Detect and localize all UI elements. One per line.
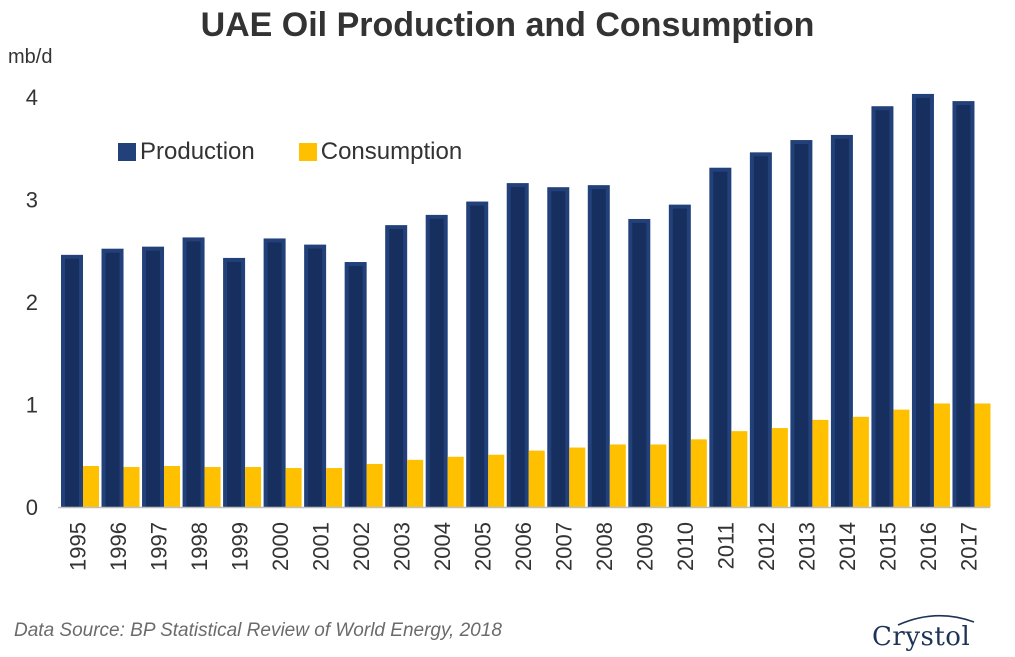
x-tick-label: 2001 xyxy=(308,522,333,571)
consumption-bar xyxy=(528,450,545,507)
x-tick-label: 2005 xyxy=(470,522,495,571)
legend-label-production: Production xyxy=(140,138,255,165)
consumption-bar xyxy=(690,439,707,507)
consumption-bar xyxy=(609,444,626,507)
y-tick-label: 3 xyxy=(26,188,38,213)
production-bar-shade xyxy=(875,110,890,507)
production-bar-shade xyxy=(267,242,282,507)
consumption-bar xyxy=(407,459,424,507)
x-tick-label: 2010 xyxy=(673,522,698,571)
consumption-bar xyxy=(569,447,586,507)
x-tick-label: 2003 xyxy=(389,522,414,571)
production-bar-shade xyxy=(470,205,485,508)
legend-item-consumption: Consumption xyxy=(298,138,463,166)
y-tick-label: 0 xyxy=(26,495,38,520)
x-tick-label: 2009 xyxy=(633,522,658,571)
legend-label-consumption: Consumption xyxy=(320,138,463,165)
x-tick-label: 1995 xyxy=(65,522,90,571)
y-tick-label: 4 xyxy=(26,85,38,110)
x-tick-label: 2004 xyxy=(430,522,455,571)
x-tick-label: 2008 xyxy=(592,522,617,571)
consumption-bar xyxy=(893,409,910,507)
legend-swatch-production xyxy=(118,143,136,161)
y-tick-label: 1 xyxy=(26,393,38,418)
production-bar-shade xyxy=(429,218,444,507)
x-tick-label: 2007 xyxy=(552,522,577,571)
production-bar-shade xyxy=(956,105,971,507)
production-bar-shade xyxy=(146,250,161,507)
x-tick-label: 2006 xyxy=(511,522,536,571)
production-bar-shade xyxy=(105,252,120,507)
x-tick-label: 2014 xyxy=(835,522,860,571)
consumption-bar xyxy=(488,454,505,507)
production-bar-shade xyxy=(753,156,768,507)
production-bar-shade xyxy=(389,229,404,507)
consumption-bar xyxy=(366,463,383,507)
consumption-bar xyxy=(245,467,262,507)
x-tick-label: 2013 xyxy=(795,522,820,571)
chart-title: UAE Oil Production and Consumption xyxy=(200,6,815,44)
production-bar-shade xyxy=(348,266,363,507)
x-tick-label: 2016 xyxy=(916,522,941,571)
consumption-bar xyxy=(285,468,302,507)
consumption-bar xyxy=(123,467,140,507)
consumption-bar xyxy=(812,419,829,507)
x-tick-label: 2017 xyxy=(957,522,982,571)
production-bar-shade xyxy=(632,222,647,507)
production-bar-shade xyxy=(308,248,323,507)
data-source-note: Data Source: BP Statistical Review of Wo… xyxy=(14,620,502,641)
consumption-bar xyxy=(933,403,950,507)
production-bar-shade xyxy=(672,208,687,507)
production-bar-shade xyxy=(713,171,728,507)
logo-text: Crystol xyxy=(872,622,971,652)
production-bar-shade xyxy=(591,189,606,507)
consumption-bar xyxy=(204,467,221,507)
x-tick-label: 2000 xyxy=(268,522,293,571)
consumption-bar xyxy=(852,416,869,507)
consumption-bar xyxy=(771,428,788,507)
x-tick-label: 1996 xyxy=(106,522,131,571)
production-bar-shade xyxy=(227,261,242,507)
x-tick-label: 1998 xyxy=(187,522,212,571)
production-bar-shade xyxy=(510,187,525,507)
production-bar-shade xyxy=(834,138,849,508)
consumption-bar xyxy=(326,468,343,507)
x-tick-label: 1997 xyxy=(146,522,171,571)
x-tick-label: 1999 xyxy=(227,522,252,571)
consumption-bar xyxy=(164,466,181,507)
consumption-bar xyxy=(83,466,99,507)
y-tick-label: 2 xyxy=(26,290,38,315)
legend: Production Consumption xyxy=(118,138,506,166)
consumption-bar xyxy=(731,431,748,507)
x-tick-label: 2015 xyxy=(876,522,901,571)
x-tick-label: 2011 xyxy=(714,522,739,569)
production-bar-shade xyxy=(551,191,566,507)
crystol-logo: Crystol xyxy=(872,612,1002,656)
x-tick-label: 2002 xyxy=(349,522,374,571)
y-axis-unit-label: mb/d xyxy=(8,46,53,68)
logo-arc-icon xyxy=(897,614,975,626)
legend-item-production: Production xyxy=(118,138,255,166)
production-bar-shade xyxy=(186,241,201,508)
consumption-bar xyxy=(650,444,667,507)
production-bar-shade xyxy=(65,258,79,507)
consumption-bar xyxy=(974,403,991,507)
production-bar-shade xyxy=(915,97,930,508)
legend-swatch-consumption xyxy=(298,143,317,161)
consumption-bar xyxy=(447,456,464,507)
production-bar-shade xyxy=(794,144,809,508)
x-tick-label: 2012 xyxy=(754,522,779,571)
